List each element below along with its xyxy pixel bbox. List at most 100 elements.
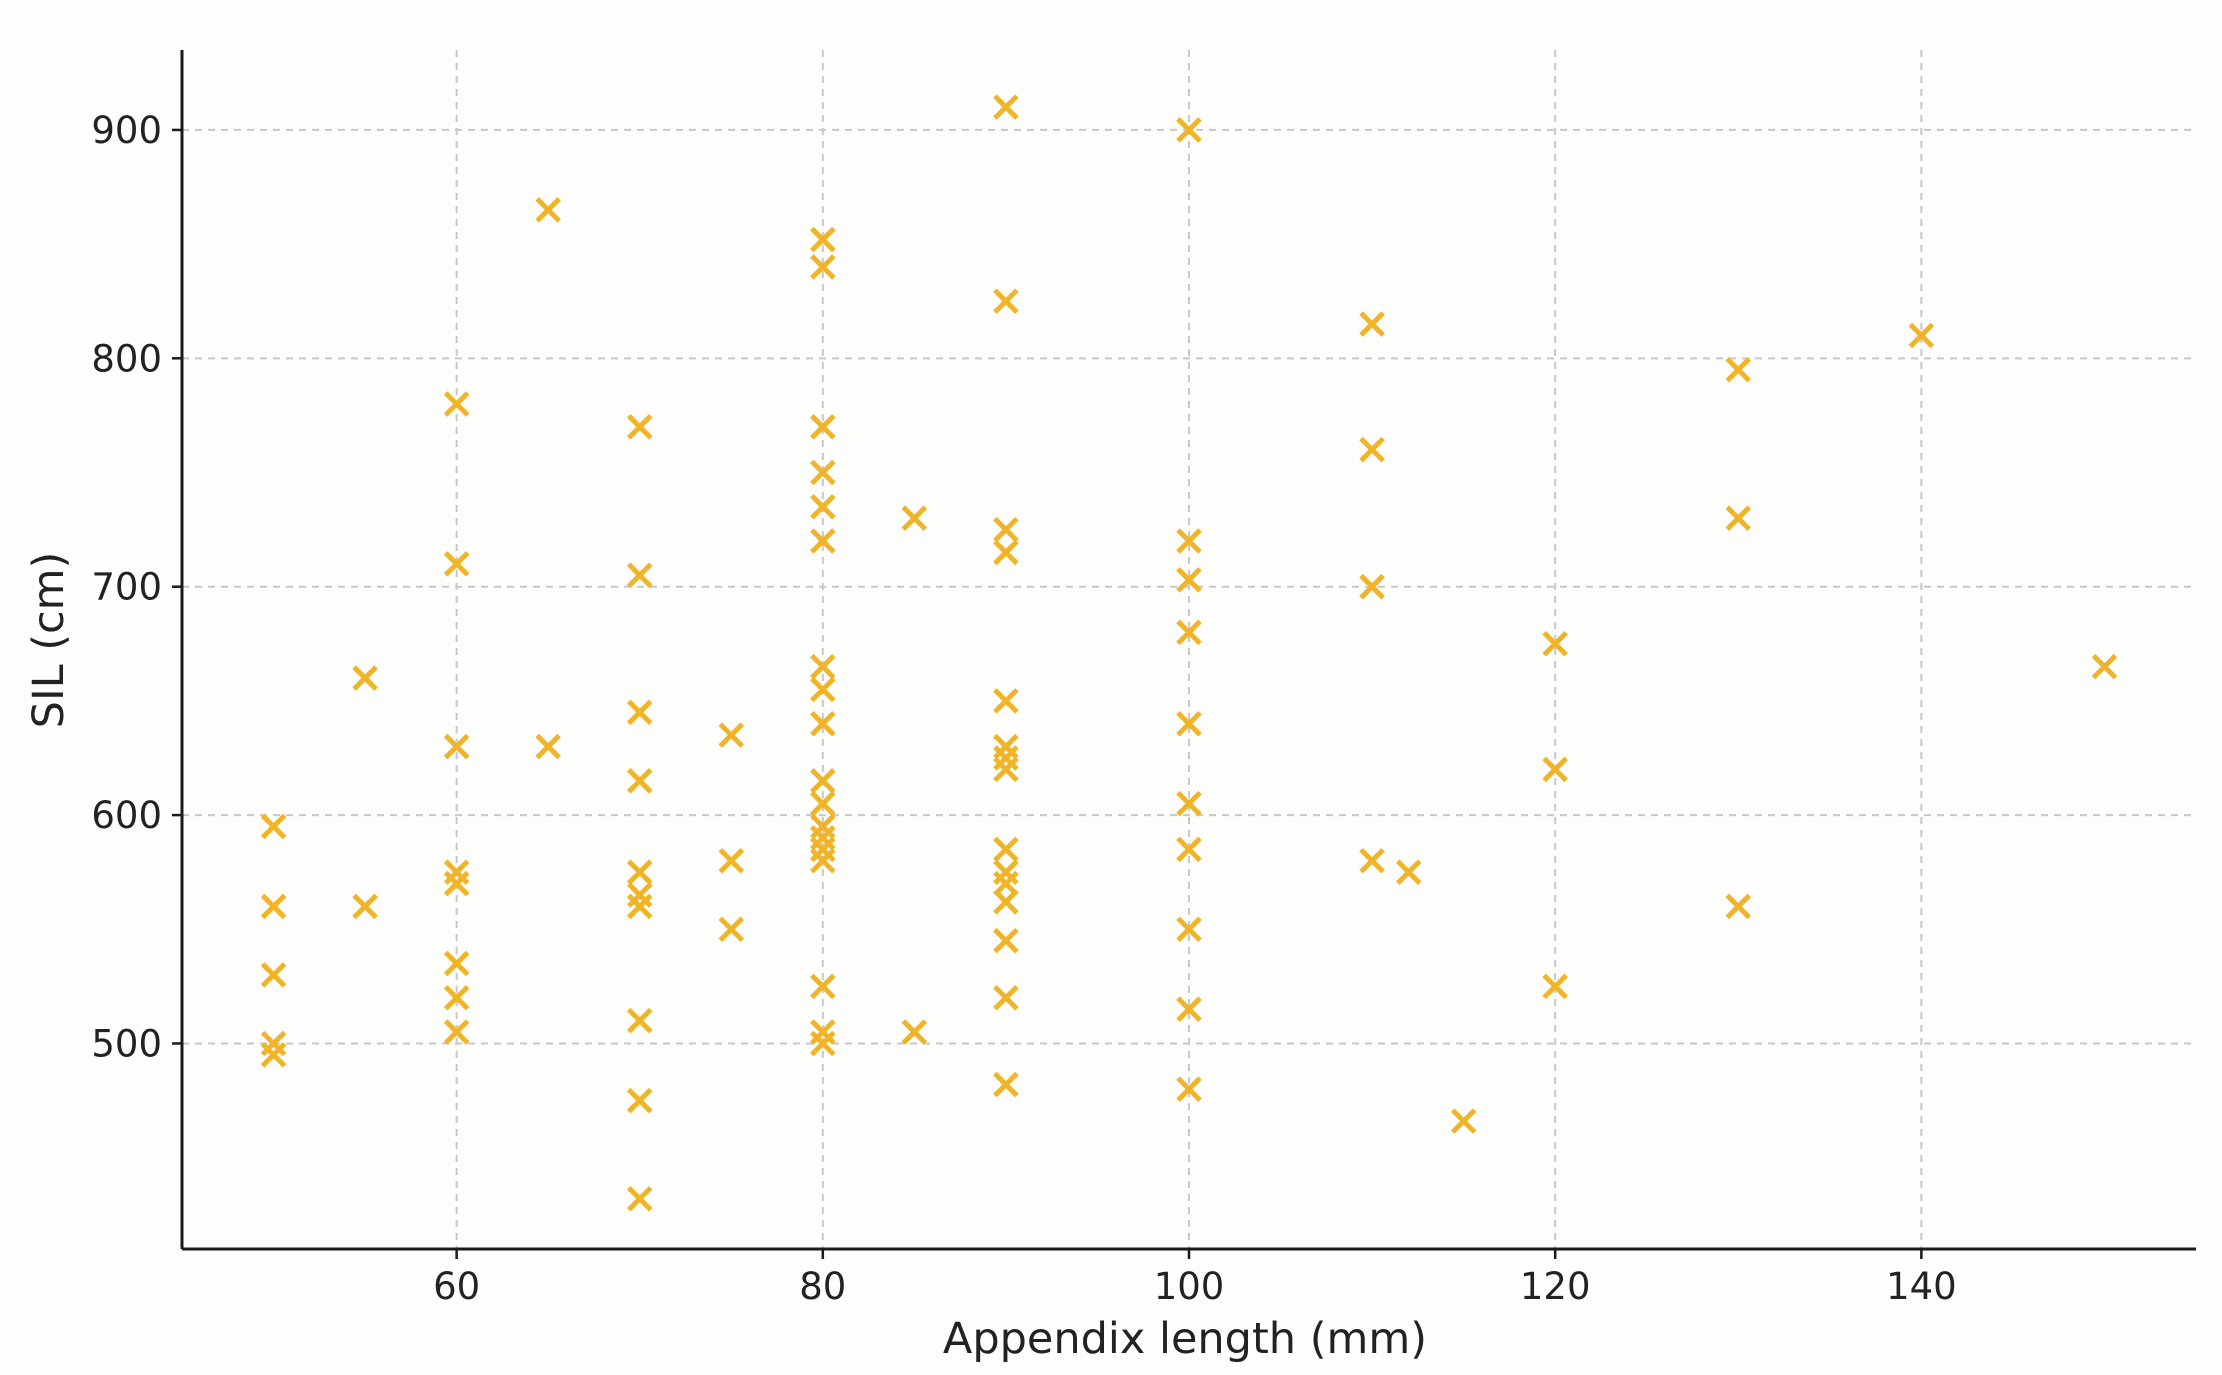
marker-stroke xyxy=(901,505,928,531)
data-point xyxy=(1176,836,1202,863)
marker-stroke xyxy=(1176,710,1202,737)
marker-stroke xyxy=(626,562,653,589)
data-point xyxy=(1176,1076,1202,1102)
marker-stroke xyxy=(626,414,653,440)
marker-stroke xyxy=(626,768,653,794)
data-point xyxy=(535,733,561,760)
marker-stroke xyxy=(810,254,836,280)
data-point xyxy=(626,1007,653,1034)
marker-stroke xyxy=(1176,996,1202,1022)
data-point xyxy=(718,916,745,943)
data-point xyxy=(443,391,470,417)
marker-stroke xyxy=(1176,916,1202,943)
marker-stroke xyxy=(993,1071,1019,1098)
data-point xyxy=(810,493,836,520)
data-point xyxy=(1359,847,1385,874)
data-point xyxy=(993,733,1019,760)
data-point xyxy=(810,459,836,486)
marker-stroke xyxy=(810,847,836,874)
data-point xyxy=(901,1019,928,1045)
data-point xyxy=(535,197,561,223)
data-point xyxy=(1359,311,1385,337)
marker-stroke xyxy=(993,985,1019,1011)
data-point xyxy=(352,665,378,691)
data-point xyxy=(810,1030,836,1057)
y-tick-label: 500 xyxy=(91,1022,162,1065)
data-point xyxy=(1176,619,1202,646)
data-point xyxy=(626,1087,653,1114)
marker-stroke xyxy=(443,1019,470,1045)
marker-stroke xyxy=(1542,631,1568,657)
marker-stroke xyxy=(1359,436,1385,463)
marker-stroke xyxy=(1542,756,1568,783)
marker-stroke xyxy=(718,847,745,874)
marker-stroke xyxy=(1176,836,1202,863)
data-point xyxy=(443,859,470,885)
marker-stroke xyxy=(993,927,1019,954)
data-point xyxy=(1176,916,1202,943)
data-point xyxy=(993,94,1019,120)
data-point xyxy=(1725,893,1752,920)
marker-stroke xyxy=(1542,973,1568,1000)
marker-stroke xyxy=(810,768,836,794)
marker-stroke xyxy=(260,893,287,920)
data-point xyxy=(993,288,1019,314)
x-tick-label: 120 xyxy=(1520,1265,1591,1308)
marker-stroke xyxy=(1359,311,1385,337)
y-tick-label: 700 xyxy=(91,566,162,609)
data-point xyxy=(718,722,745,748)
marker-stroke xyxy=(1725,893,1752,920)
data-point xyxy=(1542,973,1568,1000)
data-point xyxy=(1176,790,1202,817)
marker-stroke xyxy=(1176,528,1202,554)
axes xyxy=(172,50,2196,1259)
marker-stroke xyxy=(535,197,561,223)
marker-stroke xyxy=(901,1019,928,1045)
x-axis-label: Appendix length (mm) xyxy=(943,1314,1427,1364)
data-point xyxy=(810,973,836,1000)
data-point xyxy=(1542,631,1568,657)
data-point xyxy=(993,985,1019,1011)
y-axis-label: SIL (cm) xyxy=(24,552,74,729)
marker-stroke xyxy=(352,665,378,691)
marker-stroke xyxy=(993,756,1019,783)
data-point xyxy=(993,889,1019,915)
data-point xyxy=(810,676,836,703)
data-point xyxy=(443,1019,470,1045)
data-point xyxy=(1450,1108,1477,1134)
data-point xyxy=(993,539,1019,566)
data-point xyxy=(1176,528,1202,554)
data-point xyxy=(260,1042,287,1068)
marker-stroke xyxy=(810,710,836,737)
data-point xyxy=(810,710,836,737)
data-point xyxy=(1176,567,1202,593)
data-point xyxy=(1359,436,1385,463)
data-point xyxy=(993,836,1019,863)
data-point xyxy=(810,768,836,794)
data-point xyxy=(993,927,1019,954)
data-point xyxy=(443,870,470,897)
marker-stroke xyxy=(810,653,836,680)
y-tick-label: 800 xyxy=(91,337,162,380)
marker-stroke xyxy=(1176,1076,1202,1102)
data-point xyxy=(810,847,836,874)
marker-stroke xyxy=(993,288,1019,314)
marker-stroke xyxy=(260,813,287,840)
data-point xyxy=(626,768,653,794)
marker-stroke xyxy=(810,414,836,440)
marker-stroke xyxy=(1450,1108,1477,1134)
data-point xyxy=(993,859,1019,885)
data-point xyxy=(993,688,1019,714)
grid-lines xyxy=(182,50,2196,1249)
data-point xyxy=(993,756,1019,783)
marker-stroke xyxy=(993,688,1019,714)
y-tick-label: 900 xyxy=(91,109,162,152)
marker-stroke xyxy=(993,889,1019,915)
marker-stroke xyxy=(1359,847,1385,874)
data-point xyxy=(1725,505,1752,531)
data-point xyxy=(260,813,287,840)
y-tick-label: 600 xyxy=(91,794,162,837)
data-point xyxy=(1395,859,1422,885)
x-tick-label: 60 xyxy=(433,1265,480,1308)
